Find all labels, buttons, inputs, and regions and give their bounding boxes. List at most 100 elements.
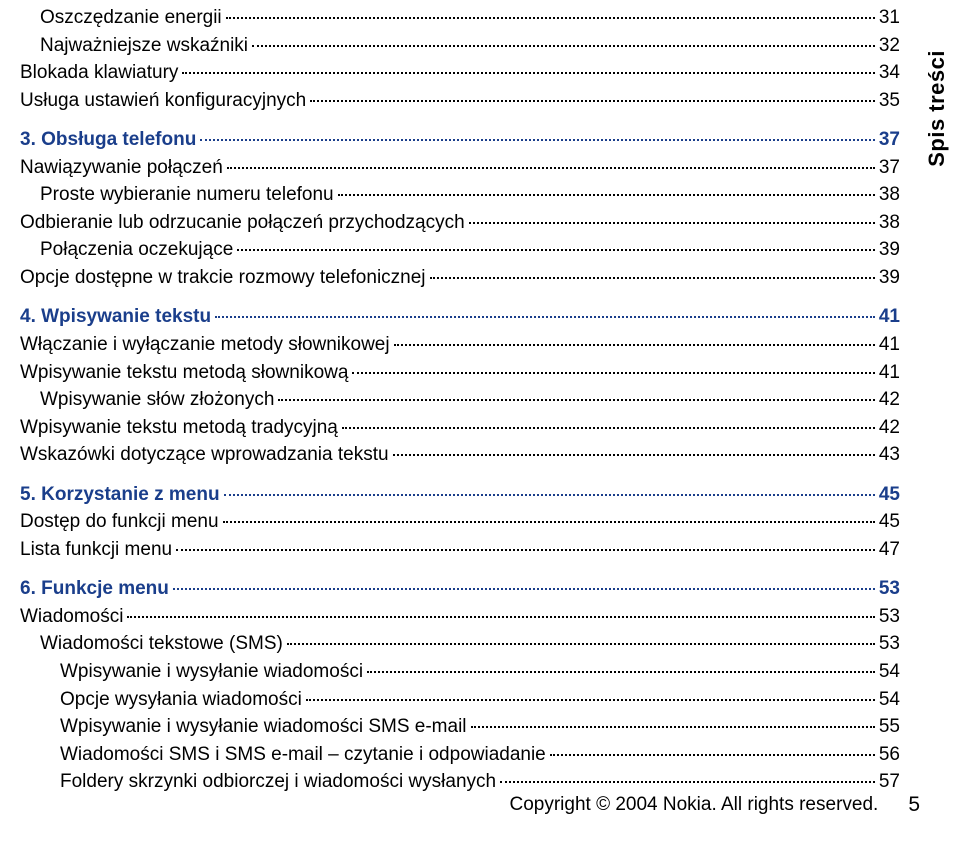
toc-leader-dots [469, 222, 875, 224]
toc-page-number: 45 [879, 508, 900, 536]
toc-entry: Połączenia oczekujące39 [20, 236, 900, 264]
toc-leader-dots [500, 781, 875, 783]
toc-leader-dots [471, 726, 875, 728]
toc-page-number: 32 [879, 32, 900, 60]
toc-entry-label: Proste wybieranie numeru telefonu [40, 181, 334, 209]
toc-leader-dots [287, 643, 875, 645]
toc-leader-dots [127, 616, 874, 618]
toc-entry: Wpisywanie i wysyłanie wiadomości 54 [20, 658, 900, 686]
toc-entry: Wskazówki dotyczące wprowadzania tekstu 4… [20, 441, 900, 469]
toc-entry: Włączanie i wyłączanie metody słownikowe… [20, 331, 900, 359]
toc-entry: Blokada klawiatury 34 [20, 59, 900, 87]
toc-leader-dots [224, 494, 875, 496]
toc-entry-label: Wpisywanie tekstu metodą tradycyjną [20, 414, 338, 442]
toc-leader-dots [215, 316, 875, 318]
toc-entry-label: Wpisywanie słów złożonych [40, 386, 274, 414]
toc-leader-dots [393, 454, 875, 456]
toc-entry-label: Wskazówki dotyczące wprowadzania tekstu [20, 441, 389, 469]
toc-entry-label: Usługa ustawień konfiguracyjnych [20, 87, 306, 115]
toc-entry-label: Najważniejsze wskaźniki [40, 32, 248, 60]
section-side-label: Spis treści [924, 50, 950, 167]
toc-entry: Lista funkcji menu47 [20, 536, 900, 564]
toc-page-number: 31 [879, 4, 900, 32]
toc-entry: 4. Wpisywanie tekstu 41 [20, 303, 900, 331]
toc-page-number: 53 [879, 603, 900, 631]
toc-entry-label: Wiadomości [20, 603, 123, 631]
toc-heading-label: 5. Korzystanie z menu [20, 481, 220, 509]
toc-leader-dots [394, 344, 875, 346]
toc-page-number: 34 [879, 59, 900, 87]
toc-leader-dots [200, 139, 875, 141]
toc-entry: Nawiązywanie połączeń37 [20, 154, 900, 182]
toc-leader-dots [173, 588, 875, 590]
toc-page-number: 53 [879, 630, 900, 658]
toc-page-number: 41 [879, 359, 900, 387]
toc-entry: Opcje dostępne w trakcie rozmowy telefon… [20, 264, 900, 292]
toc-page-number: 39 [879, 264, 900, 292]
toc-entry: Wiadomości tekstowe (SMS) 53 [20, 630, 900, 658]
toc-page-number: 38 [879, 181, 900, 209]
toc-entry-label: Wpisywanie i wysyłanie wiadomości SMS e-… [60, 713, 467, 741]
toc-entry: 3. Obsługa telefonu 37 [20, 126, 900, 154]
toc-entry-label: Połączenia oczekujące [40, 236, 233, 264]
toc-page-number: 53 [879, 575, 900, 603]
toc-page-number: 54 [879, 686, 900, 714]
toc-entry: Wiadomości 53 [20, 603, 900, 631]
toc-entry: Proste wybieranie numeru telefonu 38 [20, 181, 900, 209]
toc-entry: Wiadomości SMS i SMS e-mail – czytanie i… [20, 741, 900, 769]
toc-leader-dots [310, 100, 875, 102]
toc-leader-dots [338, 194, 875, 196]
toc-entry-label: Opcje dostępne w trakcie rozmowy telefon… [20, 264, 426, 292]
toc-leader-dots [176, 549, 875, 551]
toc-entry: 5. Korzystanie z menu 45 [20, 481, 900, 509]
toc-entry-label: Dostęp do funkcji menu [20, 508, 219, 536]
toc-page-number: 42 [879, 414, 900, 442]
toc-entry: 6. Funkcje menu 53 [20, 575, 900, 603]
toc-leader-dots [237, 249, 875, 251]
toc-page-number: 42 [879, 386, 900, 414]
toc-entry-label: Włączanie i wyłączanie metody słownikowe… [20, 331, 390, 359]
toc-page-number: 55 [879, 713, 900, 741]
page-number: 5 [908, 793, 920, 817]
toc-entry: Dostęp do funkcji menu 45 [20, 508, 900, 536]
toc-page-number: 38 [879, 209, 900, 237]
toc-entry: Wpisywanie słów złożonych 42 [20, 386, 900, 414]
toc-entry: Odbieranie lub odrzucanie połączeń przyc… [20, 209, 900, 237]
toc-page-number: 43 [879, 441, 900, 469]
toc-entry-label: Wiadomości tekstowe (SMS) [40, 630, 283, 658]
toc-entry: Foldery skrzynki odbiorczej i wiadomości… [20, 768, 900, 796]
toc-entry-label: Lista funkcji menu [20, 536, 172, 564]
toc-page-number: 45 [879, 481, 900, 509]
toc-page-number: 37 [879, 154, 900, 182]
toc-heading-label: 4. Wpisywanie tekstu [20, 303, 211, 331]
toc-entry: Oszczędzanie energii 31 [20, 4, 900, 32]
toc-leader-dots [550, 754, 875, 756]
toc-leader-dots [352, 372, 874, 374]
toc-container: Oszczędzanie energii31Najważniejsze wska… [20, 0, 900, 796]
copyright-text: Copyright © 2004 Nokia. All rights reser… [509, 794, 878, 816]
toc-leader-dots [306, 699, 875, 701]
page-footer: Copyright © 2004 Nokia. All rights reser… [509, 793, 920, 817]
toc-entry-label: Opcje wysyłania wiadomości [60, 686, 302, 714]
toc-entry-label: Oszczędzanie energii [40, 4, 222, 32]
toc-entry: Opcje wysyłania wiadomości 54 [20, 686, 900, 714]
toc-heading-label: 3. Obsługa telefonu [20, 126, 196, 154]
toc-heading-label: 6. Funkcje menu [20, 575, 169, 603]
toc-page-number: 54 [879, 658, 900, 686]
toc-entry-label: Wpisywanie tekstu metodą słownikową [20, 359, 348, 387]
toc-page-number: 57 [879, 768, 900, 796]
toc-leader-dots [252, 45, 875, 47]
toc-entry: Wpisywanie tekstu metodą słownikową 41 [20, 359, 900, 387]
toc-entry-label: Foldery skrzynki odbiorczej i wiadomości… [60, 768, 496, 796]
toc-leader-dots [367, 671, 875, 673]
toc-page-number: 37 [879, 126, 900, 154]
toc-leader-dots [223, 521, 875, 523]
toc-entry: Najważniejsze wskaźniki 32 [20, 32, 900, 60]
toc-page-number: 56 [879, 741, 900, 769]
toc-entry-label: Wiadomości SMS i SMS e-mail – czytanie i… [60, 741, 546, 769]
toc-entry-label: Blokada klawiatury [20, 59, 178, 87]
toc-page-number: 35 [879, 87, 900, 115]
toc-leader-dots [342, 427, 875, 429]
toc-page-number: 41 [879, 303, 900, 331]
toc-entry-label: Wpisywanie i wysyłanie wiadomości [60, 658, 363, 686]
